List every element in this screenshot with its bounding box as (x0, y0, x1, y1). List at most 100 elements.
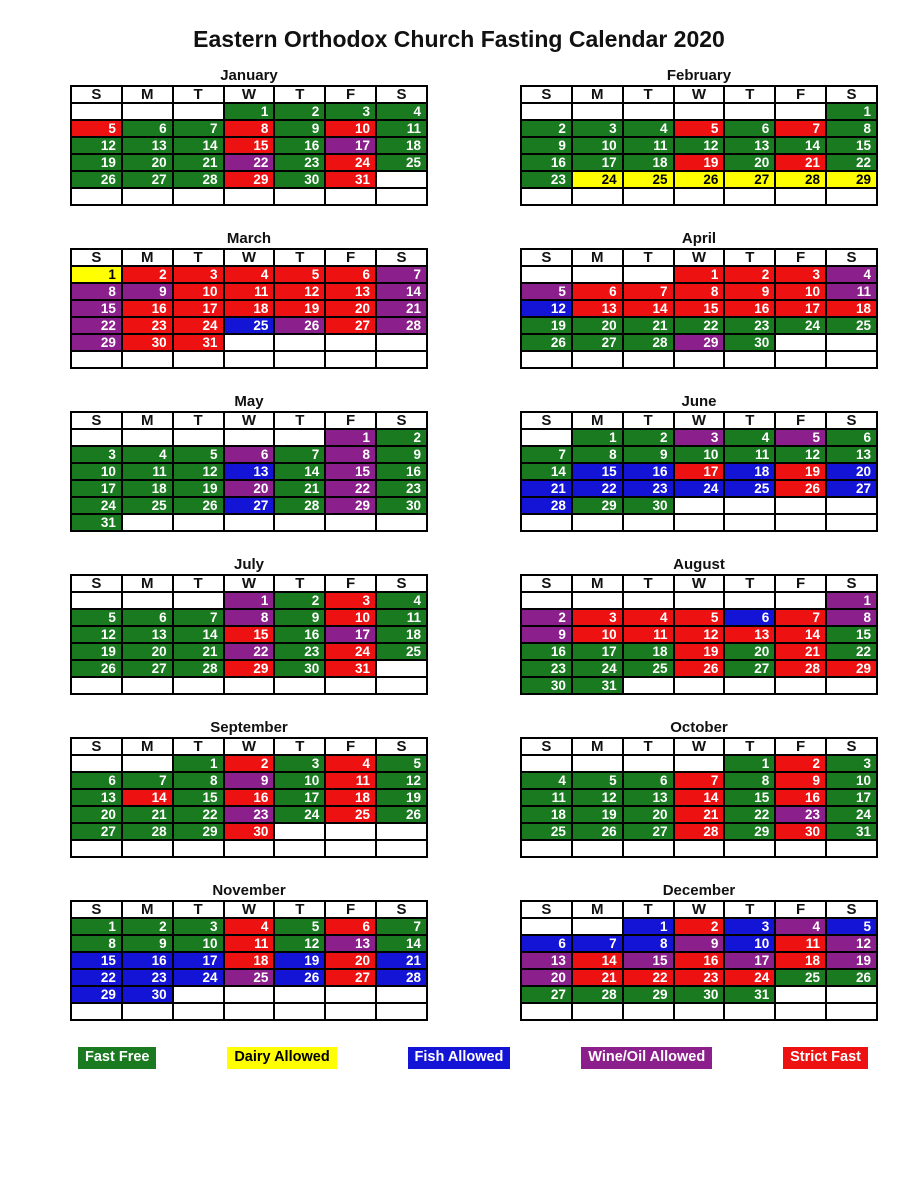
day-cell: 4 (825, 265, 878, 284)
day-cell: 28 (120, 822, 174, 841)
weekday-header: S (70, 574, 123, 593)
day-cell: 29 (70, 333, 123, 352)
day-cell: 18 (375, 136, 428, 155)
day-cell: 12 (70, 136, 123, 155)
empty-cell (520, 187, 573, 206)
weekday-header: F (324, 574, 378, 593)
empty-cell (222, 839, 276, 858)
day-cell: 5 (273, 917, 327, 936)
empty-cell (825, 676, 878, 695)
weekday-header: S (375, 737, 428, 756)
empty-cell (825, 333, 878, 352)
empty-cell (520, 350, 573, 369)
day-cell: 25 (621, 170, 675, 189)
day-cell: 28 (570, 985, 624, 1004)
empty-cell (171, 428, 225, 447)
day-cell: 2 (273, 102, 327, 121)
empty-cell (375, 513, 428, 532)
empty-cell (375, 350, 428, 369)
day-cell: 22 (672, 316, 726, 335)
day-cell: 12 (672, 625, 726, 644)
day-cell: 29 (222, 170, 276, 189)
day-cell: 22 (723, 805, 777, 824)
day-cell: 2 (120, 917, 174, 936)
day-cell: 31 (723, 985, 777, 1004)
day-cell: 13 (324, 934, 378, 953)
month-title: June (681, 393, 717, 410)
week-row: 8 9 10 11 12 13 14 (70, 934, 428, 953)
empty-cell (375, 170, 428, 189)
month-title: September (210, 719, 288, 736)
empty-cell (375, 822, 428, 841)
weekday-header: M (570, 737, 624, 756)
day-cell: 21 (120, 805, 174, 824)
empty-cell (570, 350, 624, 369)
weekday-header: M (120, 900, 174, 919)
day-cell: 28 (621, 333, 675, 352)
day-cell: 19 (273, 299, 327, 318)
day-cell: 14 (774, 625, 828, 644)
week-row: 19 20 21 22 23 24 25 (70, 153, 428, 172)
weekday-header: S (825, 737, 878, 756)
empty-cell (324, 333, 378, 352)
day-cell: 4 (520, 771, 573, 790)
day-cell: 22 (222, 153, 276, 172)
empty-cell (273, 513, 327, 532)
empty-cell (273, 187, 327, 206)
week-row: 20 21 22 23 24 25 26 (70, 805, 428, 824)
day-cell: 9 (520, 136, 573, 155)
week-row (520, 839, 878, 858)
day-cell: 18 (375, 625, 428, 644)
day-cell: 12 (70, 625, 123, 644)
weekday-header: F (774, 900, 828, 919)
empty-cell (273, 1002, 327, 1021)
day-cell: 16 (520, 153, 573, 172)
day-cell: 7 (520, 445, 573, 464)
week-row: 13 14 15 16 17 18 19 (70, 788, 428, 807)
empty-cell (825, 187, 878, 206)
day-cell: 16 (375, 462, 428, 481)
empty-cell (672, 496, 726, 515)
empty-cell (171, 591, 225, 610)
day-cell: 25 (520, 822, 573, 841)
day-cell: 10 (171, 282, 225, 301)
day-cell: 6 (324, 917, 378, 936)
weekday-header: T (723, 248, 777, 267)
weekday-header: S (825, 85, 878, 104)
day-cell: 22 (222, 642, 276, 661)
empty-cell (570, 1002, 624, 1021)
day-cell: 17 (672, 462, 726, 481)
day-cell: 12 (171, 462, 225, 481)
day-cell: 31 (324, 170, 378, 189)
day-cell: 13 (520, 951, 573, 970)
week-row: 26 27 28 29 30 31 (70, 170, 428, 189)
day-cell: 6 (120, 119, 174, 138)
legend-item-blue: Fish Allowed (407, 1047, 511, 1069)
day-cell: 13 (825, 445, 878, 464)
empty-cell (520, 917, 573, 936)
empty-cell (520, 1002, 573, 1021)
empty-cell (70, 350, 123, 369)
day-cell: 6 (70, 771, 123, 790)
weekday-header: T (621, 411, 675, 430)
day-cell: 23 (672, 968, 726, 987)
day-cell: 27 (120, 170, 174, 189)
day-cell: 2 (520, 608, 573, 627)
day-cell: 11 (375, 119, 428, 138)
weekday-header: S (70, 737, 123, 756)
weekday-header: M (570, 248, 624, 267)
day-cell: 28 (171, 170, 225, 189)
day-cell: 24 (825, 805, 878, 824)
empty-cell (324, 187, 378, 206)
day-cell: 23 (774, 805, 828, 824)
empty-cell (774, 591, 828, 610)
day-cell: 30 (120, 333, 174, 352)
